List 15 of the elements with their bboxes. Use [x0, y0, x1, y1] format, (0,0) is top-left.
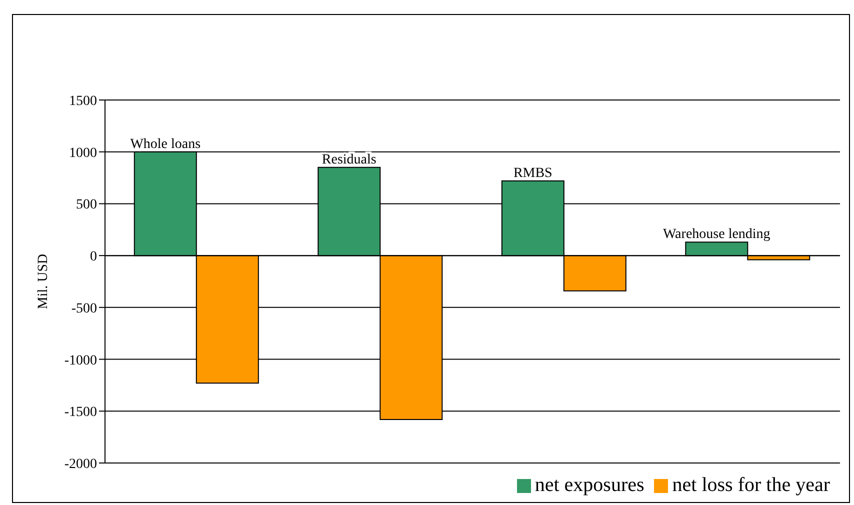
y-tick-label: -2000	[64, 456, 97, 472]
y-tick-label: 0	[90, 250, 97, 265]
y-tick-label: 500	[76, 198, 97, 213]
y-tick-label: -1000	[64, 353, 97, 368]
x-tick-label: RMBS	[513, 166, 552, 181]
y-tick-label: 1000	[69, 146, 97, 161]
x-tick-label: Whole loans	[130, 136, 201, 152]
legend-label: net exposures	[534, 474, 644, 496]
y-tick-label: -1500	[64, 405, 97, 420]
x-tick-label: Residuals	[322, 152, 376, 168]
x-tick-label: Warehouse lending	[662, 227, 770, 242]
y-tick-label: 1500	[69, 94, 97, 109]
y-tick-label: -500	[71, 301, 97, 316]
legend-label: net loss for the year	[672, 474, 830, 496]
y-axis-title: Mil. USD	[36, 254, 51, 310]
